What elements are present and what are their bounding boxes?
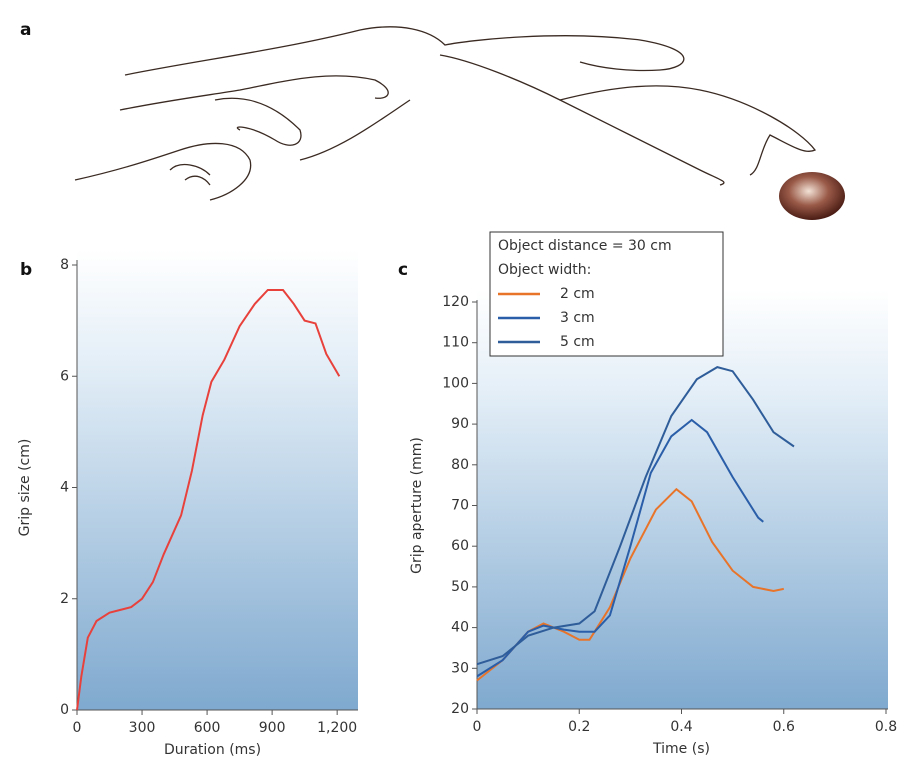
y-axis-title: Grip size (cm) xyxy=(17,439,33,537)
x-axis-title: Duration (ms) xyxy=(164,742,261,758)
hands-illustration xyxy=(74,26,845,220)
legend-label: 5 cm xyxy=(560,334,595,350)
x-tick-label: 1,200 xyxy=(317,720,357,736)
y-tick-label: 110 xyxy=(442,335,469,351)
legend-label: 3 cm xyxy=(560,310,595,326)
y-tick-label: 60 xyxy=(451,538,469,554)
y-tick-label: 90 xyxy=(451,416,469,432)
x-tick-label: 0 xyxy=(73,720,82,736)
panel-label: a xyxy=(20,20,31,40)
panel-label: b xyxy=(20,260,32,280)
x-axis-title: Time (s) xyxy=(652,741,710,757)
y-tick-label: 100 xyxy=(442,375,469,391)
y-tick-label: 30 xyxy=(451,660,469,676)
x-tick-label: 0.2 xyxy=(568,719,590,735)
legend-title: Object distance = 30 cm xyxy=(498,238,672,254)
y-tick-label: 6 xyxy=(60,368,69,384)
data-line xyxy=(76,289,341,711)
legend-label: 2 cm xyxy=(560,286,595,302)
y-tick-label: 50 xyxy=(451,579,469,595)
ball xyxy=(779,172,845,220)
x-tick-label: 600 xyxy=(194,720,221,736)
y-tick-label: 0 xyxy=(60,702,69,718)
y-tick-label: 8 xyxy=(60,257,69,273)
plot-background xyxy=(477,290,888,709)
x-tick-label: 0.6 xyxy=(773,719,795,735)
y-tick-label: 120 xyxy=(442,294,469,310)
data-line xyxy=(476,418,764,678)
y-tick-label: 80 xyxy=(451,457,469,473)
y-tick-label: 40 xyxy=(451,620,469,636)
y-tick-label: 4 xyxy=(60,480,69,496)
data-line xyxy=(476,366,795,666)
y-tick-label: 20 xyxy=(451,701,469,717)
x-tick-label: 900 xyxy=(259,720,286,736)
x-tick-label: 0.4 xyxy=(670,719,692,735)
y-tick-label: 70 xyxy=(451,498,469,514)
x-tick-label: 0 xyxy=(473,719,482,735)
plot-background xyxy=(77,250,358,710)
x-tick-label: 0.8 xyxy=(875,719,897,735)
y-axis-title: Grip aperture (mm) xyxy=(409,437,425,574)
legend-title: Object width: xyxy=(498,262,591,278)
data-line xyxy=(476,487,784,682)
panel-label: c xyxy=(398,260,408,280)
x-tick-label: 300 xyxy=(129,720,156,736)
y-tick-label: 2 xyxy=(60,591,69,607)
